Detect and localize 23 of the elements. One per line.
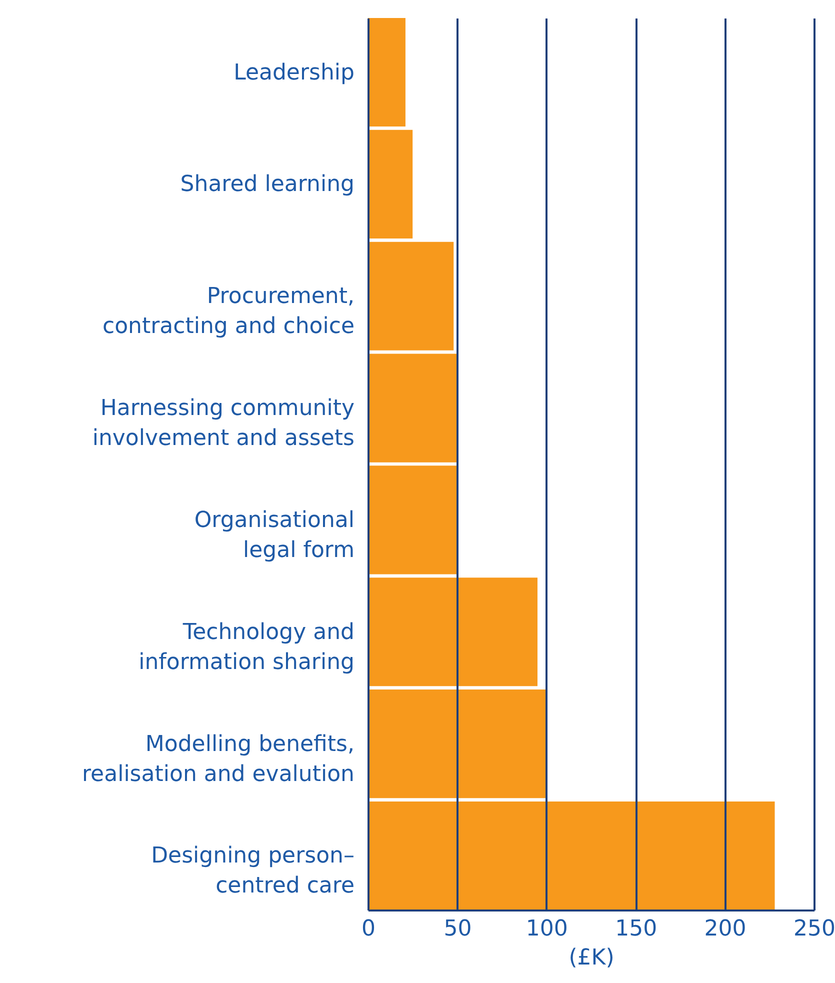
y-tick-label: Designing person– centred care [151, 844, 354, 899]
y-tick-label: Organisational legal form [194, 508, 354, 563]
bar [368, 801, 775, 910]
bar [368, 466, 458, 574]
x-tick-label: 250 [794, 916, 835, 942]
x-axis-title: (£K) [568, 946, 614, 970]
bar [368, 578, 538, 686]
y-tick-label: Procurement, contracting and choice [102, 284, 354, 340]
x-tick-label: 50 [444, 916, 472, 942]
x-tick-label: 200 [704, 916, 746, 942]
bar [368, 242, 454, 350]
bar [368, 18, 406, 127]
y-tick-label: Shared learning [180, 172, 354, 198]
x-tick-label: 150 [615, 916, 658, 942]
bar [368, 354, 458, 462]
y-tick-label: Technology and information sharing [138, 620, 354, 675]
x-tick-label: 0 [362, 916, 376, 942]
x-tick-label: 100 [526, 916, 568, 942]
y-tick-label: Harnessing community involvement and assets [92, 396, 354, 452]
y-tick-label: Modelling benefits, realisation and evalution [82, 732, 354, 787]
y-tick-label: Leadership [234, 60, 354, 86]
bar [368, 690, 546, 798]
bar [368, 130, 413, 238]
